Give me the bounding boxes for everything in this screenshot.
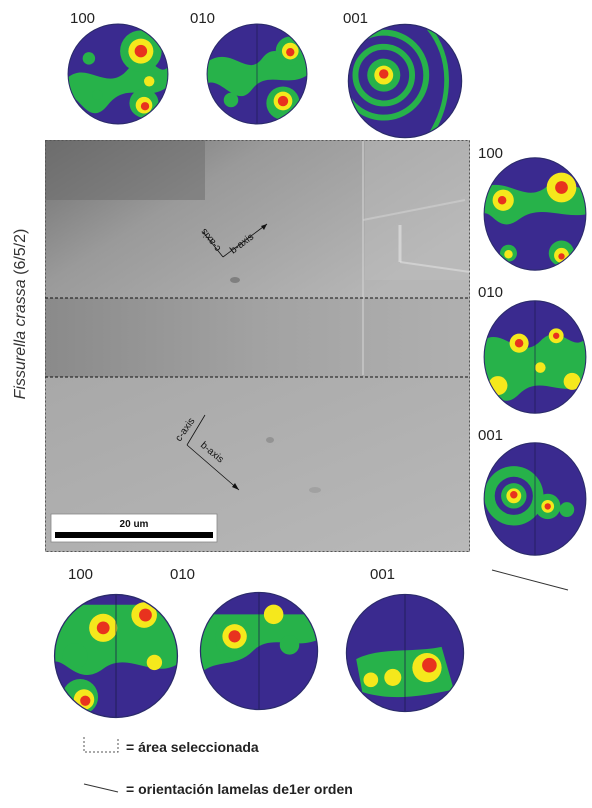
selected-area-icon xyxy=(83,737,119,753)
pf-label-bottom-010: 010 xyxy=(170,566,196,583)
pole-figure-right-100 xyxy=(482,155,588,273)
pole-figure-bottom-001 xyxy=(344,592,466,714)
pole-figure-bottom-100 xyxy=(52,592,180,720)
sem-micrograph: b-axis c-axis c-axis b-axis 20 um xyxy=(45,140,471,552)
pole-figure-top-010 xyxy=(205,22,309,126)
pf-label-top-001: 001 xyxy=(343,10,369,27)
pf-label-right-100: 100 xyxy=(478,145,504,162)
pf-label-top-010: 010 xyxy=(190,10,216,27)
pole-figure-bottom-010 xyxy=(198,590,320,712)
pole-figure-top-001 xyxy=(346,22,464,140)
lamellae-orientation-line xyxy=(491,569,569,591)
pole-figure-top-100 xyxy=(66,22,170,126)
scale-bar-label: 20 um xyxy=(120,519,149,530)
pf-label-right-010: 010 xyxy=(478,284,504,301)
pf-label-bottom-100: 100 xyxy=(68,566,94,583)
specimen-code: (6/5/2) xyxy=(12,228,29,280)
pf-label-top-100: 100 xyxy=(70,10,96,27)
pf-label-bottom-001: 001 xyxy=(370,566,396,583)
specimen-name: Fissurella crassa xyxy=(12,279,29,400)
pole-figure-right-010 xyxy=(482,298,588,416)
specimen-title: Fissurella crassa (6/5/2) xyxy=(12,189,30,439)
pole-figure-right-001 xyxy=(482,440,588,558)
pf-label-right-001: 001 xyxy=(478,427,504,444)
legend-lamellae: = orientación lamelas de1er orden xyxy=(126,781,353,797)
legend-selected-area: = área seleccionada xyxy=(126,739,259,755)
scale-bar xyxy=(55,532,213,538)
lamellae-icon xyxy=(83,783,119,793)
